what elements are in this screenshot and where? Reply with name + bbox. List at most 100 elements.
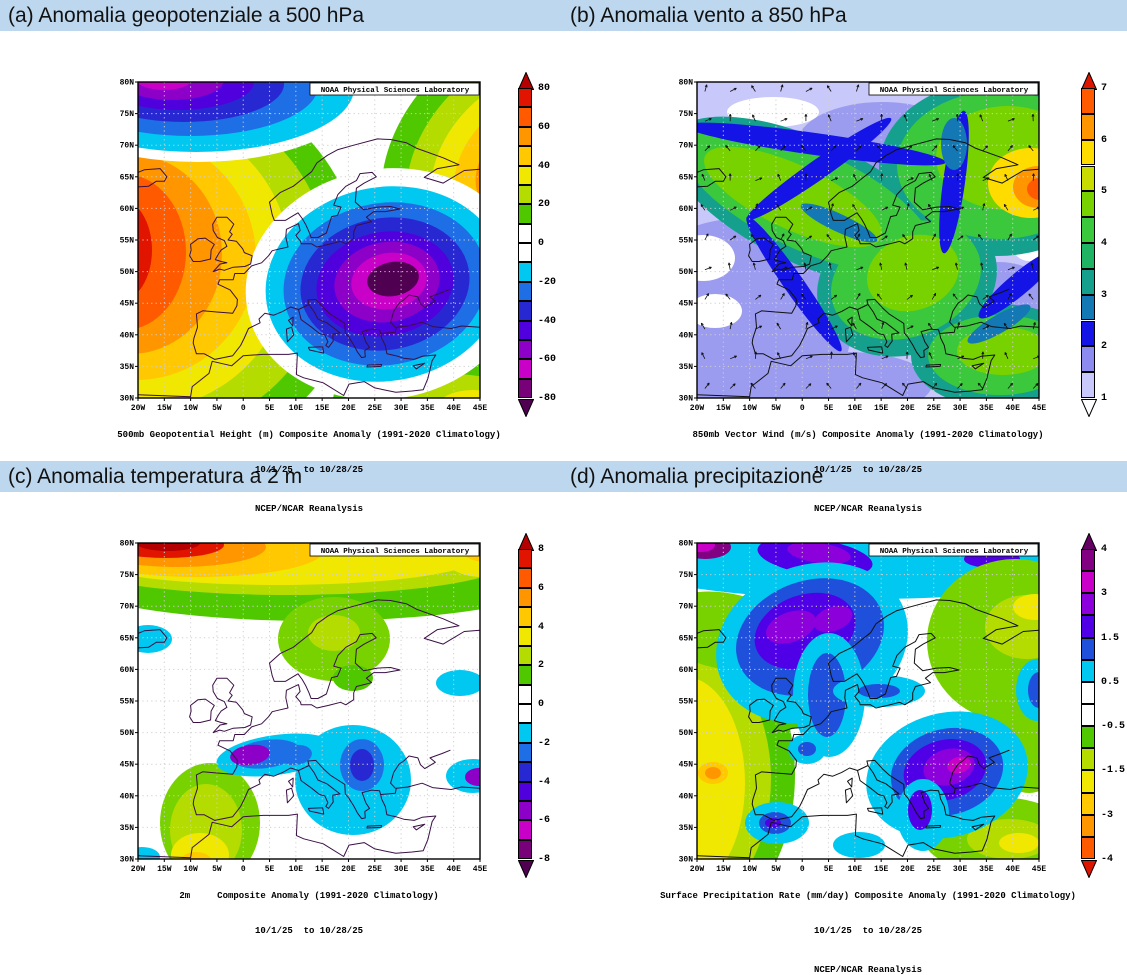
lat-label: 75N: [120, 110, 135, 119]
colorbar-label: -40: [538, 315, 557, 327]
colorbar-block: [518, 204, 532, 224]
panel-d-title: (d) Anomalia precipitazione: [570, 465, 824, 488]
caption-line: Surface Precipitation Rate (mm/day) Comp…: [660, 891, 1076, 901]
colorbar-block: [518, 742, 532, 763]
lon-label: 40E: [446, 865, 461, 874]
colorbar-block: [1081, 659, 1095, 682]
colorbar-block: [1081, 320, 1095, 347]
lat-label: 60N: [679, 666, 694, 675]
colorbar-arrow-down: [1081, 399, 1097, 417]
coastline: [697, 599, 1039, 859]
colorbar-block: [518, 262, 532, 282]
lon-label: 15E: [315, 404, 330, 413]
colorbar-block: [1081, 268, 1095, 295]
colorbar-block: [1081, 372, 1095, 398]
colorbar-label: -20: [538, 276, 557, 288]
colorbar-block: [518, 723, 532, 743]
header-bar-middle: (c) Anomalia temperatura a 2 m (d) Anoma…: [0, 461, 1127, 492]
colorbar-label: 5: [1101, 186, 1108, 198]
caption-line: 850mb Vector Wind (m/s) Composite Anomal…: [692, 430, 1044, 440]
lon-label: 45E: [473, 865, 488, 874]
lon-label: 15E: [874, 404, 889, 413]
colorbar-c: 8 6 4 2 0 -2 -4 -6 -8: [518, 533, 578, 879]
colorbar-block: [1081, 191, 1095, 218]
colorbar-block: [518, 800, 532, 821]
lat-label: 40N: [679, 331, 694, 340]
lat-label: 35N: [120, 363, 135, 372]
lon-label: 15E: [315, 865, 330, 874]
caption-line: 2m Composite Anomaly (1991-2020 Climatol…: [179, 891, 439, 901]
credit-box: [868, 82, 1039, 96]
lat-label: 40N: [120, 792, 135, 801]
caption-line: 10/1/25 to 10/28/25: [254, 464, 364, 475]
colorbar-label: 80: [538, 82, 551, 94]
colorbar-label: 60: [538, 121, 551, 133]
lon-label: 10W: [183, 404, 198, 413]
lat-label: 50N: [120, 268, 135, 277]
colorbar-block: [518, 107, 532, 127]
colorbar-block: [1081, 243, 1095, 269]
lon-label: 15W: [716, 404, 731, 413]
colorbar-block: [1081, 217, 1095, 243]
lon-label: 15W: [157, 865, 172, 874]
lat-label: 45N: [120, 761, 135, 770]
colorbar-block: [518, 359, 532, 379]
lon-label: 5E: [265, 865, 275, 874]
lon-label: 20E: [341, 865, 356, 874]
lat-label: 55N: [679, 698, 694, 707]
lon-label: 0: [241, 865, 246, 874]
caption-b: 850mb Vector Wind (m/s) Composite Anomal…: [692, 407, 1043, 539]
lon-label: 15W: [157, 404, 172, 413]
lon-label: 5W: [771, 404, 781, 413]
lon-label: 30E: [394, 404, 409, 413]
lon-label: 25E: [368, 404, 383, 413]
lon-label: 5W: [212, 865, 222, 874]
colorbar-block: [518, 645, 532, 666]
colorbar-block: [1081, 571, 1095, 594]
colorbar-block: [518, 339, 532, 360]
colorbar-label: -60: [538, 354, 557, 366]
colorbar-block: [518, 184, 532, 205]
colorbar-block: [1081, 770, 1095, 793]
credit-box: [309, 543, 480, 557]
caption-c: 2m Composite Anomaly (1991-2020 Climatol…: [179, 868, 438, 960]
colorbar-label: 7: [1101, 82, 1108, 94]
colorbar-block: [518, 762, 532, 782]
colorbar-label: 6: [538, 582, 545, 594]
lat-label: 35N: [679, 363, 694, 372]
lon-label: 10E: [848, 865, 863, 874]
colorbar-block: [518, 781, 532, 801]
colorbar-block: [518, 378, 532, 398]
lon-label: 5W: [212, 404, 222, 413]
colorbar-block: [518, 146, 532, 166]
colorbar-b: 7 6 5 4 3 2 1: [1081, 72, 1127, 418]
lon-label: 5E: [824, 404, 834, 413]
colorbar-block: [1081, 346, 1095, 373]
lat-label: 30N: [679, 856, 694, 865]
caption-line: NCEP/NCAR Reanalysis: [254, 504, 364, 514]
lon-label: 20E: [341, 404, 356, 413]
colorbar-block: [1081, 294, 1095, 321]
panel-b: 80N 75N 70N 65N 60N 55N 50N 45N 40N 35N 30N 20W 15W 1…: [660, 65, 1127, 514]
colorbar-label: 4: [1101, 237, 1108, 249]
lat-label: 60N: [679, 205, 694, 214]
colorbar-label: 6: [1101, 134, 1108, 146]
lon-label: 40E: [1005, 865, 1020, 874]
colorbar-block: [1081, 792, 1095, 815]
lat-label: 50N: [679, 268, 694, 277]
lon-label: 35E: [420, 865, 435, 874]
lon-label: 20W: [690, 865, 705, 874]
colorbar-label: 0.5: [1101, 676, 1120, 688]
lon-label: 0: [800, 404, 805, 413]
colorbar-block: [518, 281, 532, 302]
lon-label: 30E: [953, 404, 968, 413]
colorbar-label: 4: [538, 621, 545, 633]
colorbar-block: [1081, 681, 1095, 704]
colorbar-label: 1.5: [1101, 632, 1120, 644]
lat-label: 80N: [679, 79, 694, 88]
lon-label: 20W: [131, 865, 146, 874]
lon-label: 5E: [824, 865, 834, 874]
lat-label: 70N: [679, 603, 694, 612]
lon-label: 40E: [446, 404, 461, 413]
